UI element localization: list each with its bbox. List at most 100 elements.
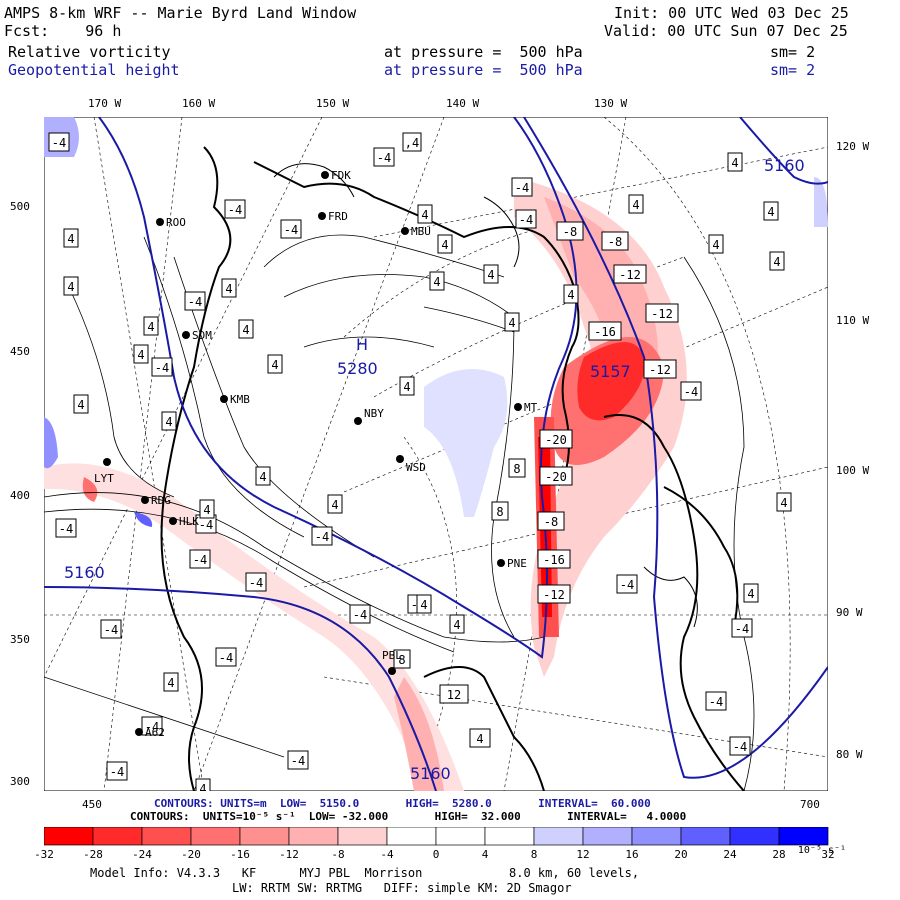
station-label: PNE [507, 557, 527, 570]
high-value: 5280 [337, 359, 378, 378]
station-marker [318, 212, 326, 220]
vort-label: -4 [519, 213, 533, 227]
colorbar-swatch [239, 827, 290, 846]
colorbar-tick-label: 24 [723, 848, 737, 861]
vort-label: 4 [242, 323, 249, 337]
vort-label: -4 [353, 608, 367, 622]
top-lon-label: 170 W [88, 97, 122, 110]
model-info: Model Info: V4.3.3 KF MYJ PBL Morrison 8… [90, 866, 640, 880]
colorbar-tick-label: -24 [132, 848, 152, 861]
colorbar-swatch [44, 827, 94, 846]
colorbar-tick-label: 16 [625, 848, 639, 861]
right-lon-label: 110 W [836, 314, 870, 327]
vort-label: 4 [420, 598, 427, 612]
field2-pressure: at pressure = 500 hPa [384, 61, 583, 79]
forecast-hour: Fcst: 96 h [4, 22, 122, 40]
colorbar-swatch [680, 827, 731, 846]
colorbar-swatch [190, 827, 241, 846]
vort-label: -4 [515, 181, 529, 195]
station-label: HLK [179, 515, 199, 528]
station-marker [396, 455, 404, 463]
colorbar-swatch [337, 827, 388, 846]
vort-label: -4 [249, 576, 263, 590]
vort-label: 4 [167, 676, 174, 690]
field1-pressure: at pressure = 500 hPa [384, 43, 583, 61]
colorbar-tick-label: -8 [331, 848, 345, 861]
station-label: ROO [166, 216, 186, 229]
vort-label: 4 [271, 358, 278, 372]
vort-label: -20 [545, 433, 567, 447]
station-marker [169, 517, 177, 525]
vort-label: 4 [203, 503, 210, 517]
vort-label: 4 [780, 496, 787, 510]
vort-label: 4 [77, 398, 84, 412]
vort-label: 4 [731, 156, 738, 170]
colorbar-swatch [386, 827, 437, 846]
top-lon-label: 140 W [446, 97, 480, 110]
colorbar-tick-label: 20 [674, 848, 688, 861]
station-marker [321, 171, 329, 179]
vort-label: 4 [137, 348, 144, 362]
vort-label: -4 [104, 623, 118, 637]
vort-label: -4 [735, 622, 749, 636]
colorbar-swatch [533, 827, 584, 846]
vort-label: -4 [709, 695, 723, 709]
top-lon-label: 130 W [594, 97, 628, 110]
station-marker [103, 458, 111, 466]
height-contour-label: 5160 [764, 156, 805, 175]
vort-label: -4 [199, 518, 213, 532]
vorticity-labels: -4 -4 ,4 -4 -4 -4 4 -4 -8 -8 -12 -12 -16… [48, 132, 792, 791]
vort-label: 8 [398, 653, 405, 667]
stations: ROO FRD FDK MBU SDM KMB NBY WSD MT LYT R… [94, 169, 538, 739]
station-marker [135, 728, 143, 736]
station-marker [182, 331, 190, 339]
colorbar-unit: 10⁻⁵ s⁻¹ [797, 845, 847, 856]
vort-label: -12 [619, 268, 641, 282]
vort-label: 12 [447, 688, 461, 702]
vort-label: -12 [649, 363, 671, 377]
height-contours [44, 117, 828, 791]
station-label: PBL [382, 649, 402, 662]
station-label: MT [524, 401, 538, 414]
height-contour-label: 5160 [410, 764, 451, 783]
left-tick-label: 300 [10, 775, 30, 788]
vort-label: 4 [632, 198, 639, 212]
high-letter: H [356, 335, 368, 354]
colorbar-swatch [778, 827, 829, 846]
vort-label: 4 [421, 208, 428, 222]
station-label: SDM [192, 329, 212, 342]
vort-label: -4 [193, 553, 207, 567]
colorbar-tick-label: -16 [230, 848, 250, 861]
station-label: LYT [94, 472, 114, 485]
vort-label: -4 [155, 361, 169, 375]
right-lon-label: 120 W [836, 140, 870, 153]
valid-time: Valid: 00 UTC Sun 07 Dec 25 [604, 22, 848, 40]
colorbar-tick-label: 28 [772, 848, 786, 861]
colorbar-swatch [729, 827, 780, 846]
top-lon-label: 150 W [316, 97, 350, 110]
field2-smoothing: sm= 2 [770, 61, 816, 79]
station-label: FRD [328, 210, 348, 223]
station-marker [156, 218, 164, 226]
map-panel: -4 -4 ,4 -4 -4 -4 4 -4 -8 -8 -12 -12 -16… [44, 117, 828, 791]
colorbar-tick-label: 12 [576, 848, 590, 861]
height-labels: H 5280 5157 5160 5160 5160 [64, 156, 805, 783]
vort-label: -4 [284, 223, 298, 237]
vort-label: 4 [773, 255, 780, 269]
station-marker [141, 496, 149, 504]
vort-label: -4 [315, 530, 329, 544]
vort-label: -4 [59, 522, 73, 536]
vort-label: -4 [52, 136, 66, 150]
colorbar-tick-label: -12 [279, 848, 299, 861]
field1-smoothing: sm= 2 [770, 43, 816, 61]
station-marker [401, 227, 409, 235]
init-time: Init: 00 UTC Wed 03 Dec 25 [614, 4, 849, 22]
colorbar-tick-label: 4 [481, 848, 489, 861]
station-marker [354, 417, 362, 425]
colorbar-swatch [582, 827, 633, 846]
colorbar-tick-label: 8 [530, 848, 538, 861]
top-lon-label: 160 W [182, 97, 216, 110]
vort-label: 4 [259, 470, 266, 484]
station-marker [388, 667, 396, 675]
vort-label: -8 [563, 225, 577, 239]
